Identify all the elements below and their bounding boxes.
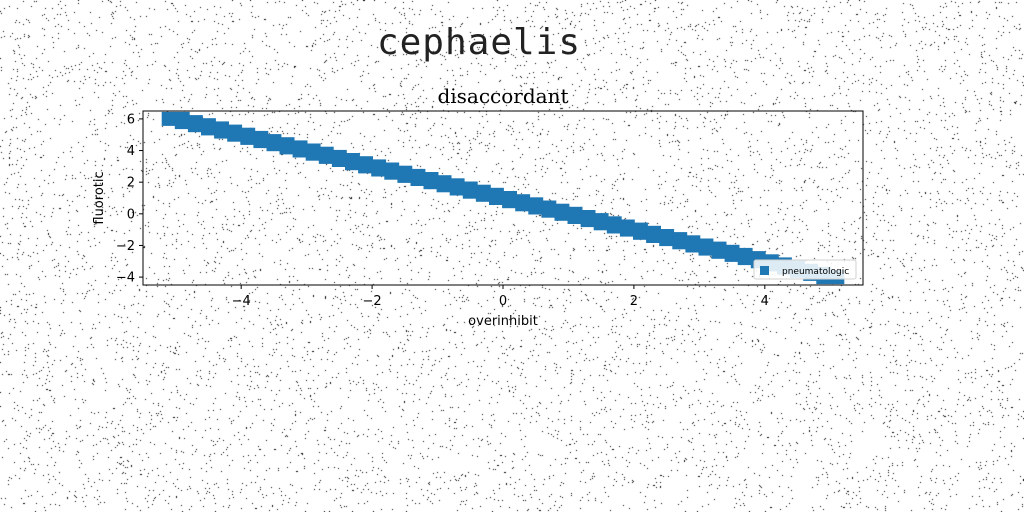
y-axis: −4 −2 0 2 4 6 — [116, 112, 143, 286]
y-tick-label: 0 — [127, 207, 135, 222]
x-tick-label: 4 — [761, 294, 769, 309]
x-tick-label: −2 — [363, 294, 382, 309]
x-tick-label: 2 — [630, 294, 638, 309]
page-title: cephaelis — [376, 22, 582, 63]
x-axis: −4 −2 0 2 4 — [232, 285, 769, 309]
x-tick-label: −4 — [232, 294, 251, 309]
y-tick-label: 2 — [127, 176, 135, 191]
y-axis-label: fluorotic — [92, 171, 107, 224]
legend-box — [753, 259, 857, 280]
data-marks — [161, 111, 845, 285]
legend: pneumatologic — [753, 259, 857, 280]
legend-label: pneumatologic — [782, 267, 849, 277]
y-tick-label: 6 — [127, 112, 135, 127]
x-tick-label: 0 — [499, 294, 507, 309]
legend-swatch — [760, 266, 769, 275]
x-axis-label: overinhibit — [468, 314, 538, 329]
y-tick-label: 4 — [127, 144, 135, 159]
y-tick-label: −4 — [116, 271, 135, 286]
chart-title: disaccordant — [437, 84, 568, 108]
y-tick-label: −2 — [116, 239, 135, 254]
